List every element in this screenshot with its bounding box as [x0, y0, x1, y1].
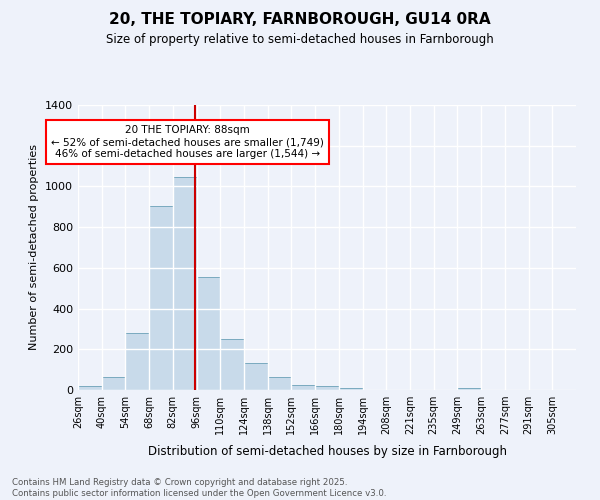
X-axis label: Distribution of semi-detached houses by size in Farnborough: Distribution of semi-detached houses by … — [148, 446, 506, 458]
Bar — [78, 386, 102, 390]
Bar — [292, 385, 315, 390]
Bar — [268, 377, 292, 390]
Text: Contains HM Land Registry data © Crown copyright and database right 2025.
Contai: Contains HM Land Registry data © Crown c… — [12, 478, 386, 498]
Bar — [244, 362, 268, 390]
Bar — [220, 338, 244, 390]
Text: 20 THE TOPIARY: 88sqm
← 52% of semi-detached houses are smaller (1,749)
46% of s: 20 THE TOPIARY: 88sqm ← 52% of semi-deta… — [51, 126, 324, 158]
Text: 20, THE TOPIARY, FARNBOROUGH, GU14 0RA: 20, THE TOPIARY, FARNBOROUGH, GU14 0RA — [109, 12, 491, 28]
Bar — [339, 388, 362, 390]
Bar — [173, 178, 197, 390]
Text: Size of property relative to semi-detached houses in Farnborough: Size of property relative to semi-detach… — [106, 32, 494, 46]
Bar — [125, 333, 149, 390]
Bar — [197, 277, 220, 390]
Bar — [102, 377, 125, 390]
Bar — [315, 386, 339, 390]
Bar — [457, 388, 481, 390]
Y-axis label: Number of semi-detached properties: Number of semi-detached properties — [29, 144, 40, 350]
Bar — [149, 206, 173, 390]
